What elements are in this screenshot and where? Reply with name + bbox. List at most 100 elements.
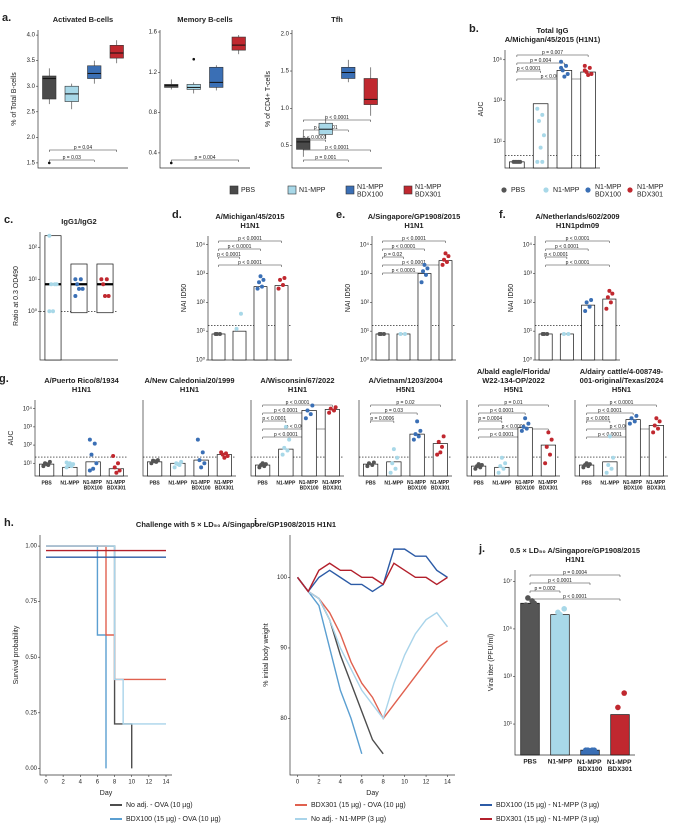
data-point: [531, 600, 537, 607]
y-tick-label: 10¹: [360, 329, 369, 335]
chart-title: H5N1: [396, 385, 415, 394]
data-point: [518, 159, 523, 164]
x-tick-label: 10: [128, 780, 135, 786]
data-point: [545, 331, 550, 336]
chart-title: H5N1: [504, 385, 523, 394]
y-tick-label: 10¹: [28, 277, 37, 283]
data-point: [112, 465, 117, 470]
y-axis-label: % of Total B-cells: [11, 72, 18, 126]
x-tick-label: 6: [360, 780, 364, 786]
legend-swatch: [229, 185, 239, 195]
x-tick-label: N1-MPP BDX100: [577, 759, 603, 773]
legend-label: N1-MPP BDX100: [357, 184, 385, 199]
data-point: [332, 408, 337, 413]
bar: [580, 71, 596, 169]
survival-curve: [46, 545, 133, 769]
bar: [211, 333, 226, 361]
chart-title: Memory B-cells: [177, 15, 232, 24]
data-point: [604, 470, 609, 475]
x-tick-label: N1-MPP BDX100: [407, 480, 427, 492]
data-point: [255, 286, 260, 291]
chart-title: Total IgG: [537, 26, 569, 35]
data-point: [652, 423, 657, 428]
bar: [625, 419, 641, 477]
y-tick-label: 1.5: [27, 160, 36, 166]
y-tick-label: 1.6: [149, 30, 158, 36]
legend-label: N1-MPP BDX301: [415, 184, 443, 199]
y-tick-label: 10⁴: [523, 241, 533, 248]
data-point: [435, 452, 440, 457]
data-point: [657, 419, 662, 424]
data-point: [436, 439, 441, 444]
y-axis-label: Viral titer (PFU/ml): [488, 634, 495, 691]
data-point: [280, 282, 285, 287]
data-point: [559, 65, 564, 70]
x-tick-label: 4: [79, 780, 83, 786]
bar: [610, 714, 630, 756]
axis-line: [39, 535, 172, 776]
y-tick-label: 10³: [503, 674, 512, 680]
data-point: [75, 282, 80, 287]
data-point: [280, 452, 285, 457]
data-point: [541, 133, 546, 138]
data-point: [605, 295, 610, 300]
data-point: [415, 419, 420, 424]
significance-bracket: [529, 582, 591, 585]
data-point: [627, 421, 632, 426]
y-axis-label: Survival probability: [13, 625, 20, 684]
data-point: [443, 251, 448, 256]
y-axis-label: AUC: [8, 431, 15, 446]
y-tick-label: 10⁵: [493, 56, 503, 63]
chart-title: A/Wisconsin/67/2022: [260, 376, 334, 385]
text-line: N1-MPP: [299, 480, 319, 486]
x-tick-label: 2: [61, 780, 65, 786]
bar: [532, 103, 549, 169]
data-point: [548, 452, 553, 457]
data-point: [584, 300, 589, 305]
y-tick-label: 10²: [28, 245, 37, 251]
legend-swatch: [501, 187, 507, 193]
significance-bracket: [370, 404, 441, 407]
outlier: [47, 161, 51, 165]
weight-line: [296, 562, 448, 593]
significance-bracket: [303, 159, 349, 162]
p-value: p < 0.0001: [392, 268, 416, 274]
chart-title: H1N1pdm09: [556, 221, 599, 230]
chart-title: Challenge with 5 × LD₅₀ A/Singapore/GP19…: [136, 520, 336, 529]
data-point: [99, 277, 104, 282]
box: [87, 65, 102, 79]
data-point: [413, 432, 418, 437]
y-axis-label: NAI ID50: [181, 284, 188, 313]
bar: [232, 330, 247, 361]
text-line: BDX100: [84, 486, 103, 492]
data-point: [501, 466, 506, 471]
y-tick-label: 10¹: [503, 722, 512, 728]
data-point: [195, 437, 200, 442]
x-axis-label: Day: [100, 790, 113, 797]
legend-label: BDX100 (15 µg) - N1-MPP (3 µg): [496, 802, 599, 809]
x-tick-label: 12: [423, 780, 430, 786]
significance-bracket: [516, 70, 541, 73]
data-point: [222, 455, 227, 460]
y-tick-label: 2.5: [27, 109, 36, 115]
chart-title: H1N1: [404, 221, 423, 230]
text-line: N1-MPP: [577, 759, 603, 766]
data-point: [71, 462, 76, 467]
x-tick-label: 12: [146, 780, 153, 786]
data-point: [215, 331, 220, 336]
data-point: [604, 306, 609, 311]
data-point: [585, 747, 591, 753]
p-value: p = 0.004: [195, 155, 216, 161]
p-value: p = 0.001: [315, 155, 336, 161]
chart-title: A/dairy cattle/4-008749-: [580, 367, 664, 376]
data-point: [282, 445, 287, 450]
data-point: [78, 277, 83, 282]
legend-label: N1-MPP: [299, 187, 326, 194]
p-value: p = 0.004: [530, 58, 551, 64]
y-tick-label: 2.0: [281, 31, 290, 37]
p-value: p < 0.0001: [325, 115, 349, 121]
y-tick-label: 10³: [196, 271, 205, 277]
y-tick-label: 0.75: [25, 599, 37, 605]
x-tick-label: PBS: [473, 480, 484, 486]
data-point: [586, 72, 591, 77]
